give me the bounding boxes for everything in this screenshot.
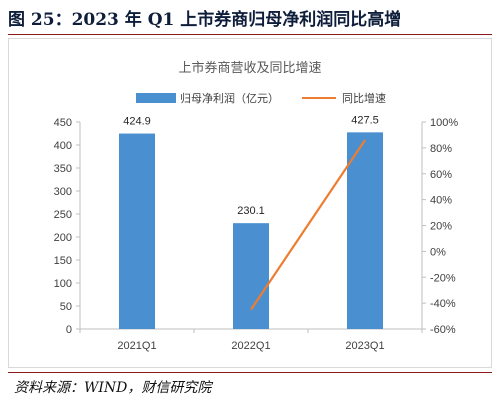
figure-title: 图 25：2023 年 Q1 上市券商归母净利润同比高增 — [8, 10, 402, 30]
x-axis-tick-label: 2023Q1 — [345, 340, 384, 352]
growth-line — [250, 139, 366, 311]
title-rule — [8, 34, 492, 35]
bar — [119, 133, 155, 329]
right-axis-tick-label: -40% — [430, 298, 456, 310]
right-axis-tick-label: 60% — [430, 169, 452, 181]
right-axis-tick-label: -60% — [430, 324, 456, 336]
right-axis-tick-label: 0% — [430, 246, 446, 258]
legend-label-bar: 归母净利润（亿元） — [180, 91, 279, 105]
right-axis-tick-label: 80% — [430, 143, 452, 155]
left-axis-tick-label: 350 — [54, 163, 72, 175]
legend: 归母净利润（亿元） 同比增速 — [136, 91, 386, 105]
source-note: 资料来源：WIND，财信研究院 — [14, 380, 212, 396]
chart-title: 上市券商营收及同比增速 — [178, 60, 321, 75]
bar-data-label: 424.9 — [123, 116, 151, 128]
left-axis-tick-label: 150 — [54, 255, 72, 267]
right-axis-tick-label: -20% — [430, 272, 456, 284]
bar — [347, 132, 383, 329]
x-axis-tick-label: 2022Q1 — [231, 340, 270, 352]
legend-label-line: 同比增速 — [342, 91, 386, 105]
left-axis-tick-label: 450 — [54, 117, 72, 129]
left-axis-tick-label: 100 — [54, 278, 72, 290]
x-axis-tick-label: 2021Q1 — [117, 340, 156, 352]
left-axis-tick-label: 200 — [54, 232, 72, 244]
bar-data-label: 230.1 — [237, 205, 265, 217]
bar-data-label: 427.5 — [351, 114, 379, 126]
right-axis-tick-label: 100% — [430, 117, 458, 129]
right-axis-tick-label: 40% — [430, 195, 452, 207]
left-axis-tick-label: 0 — [66, 324, 72, 336]
left-axis-tick-label: 400 — [54, 140, 72, 152]
left-axis-tick-label: 250 — [54, 209, 72, 221]
right-axis-tick-label: 20% — [430, 221, 452, 233]
legend-swatch-bar — [136, 93, 176, 103]
left-axis-tick-label: 300 — [54, 186, 72, 198]
bar — [233, 223, 269, 329]
source-rule — [8, 372, 492, 373]
left-axis-tick-label: 50 — [60, 301, 72, 313]
